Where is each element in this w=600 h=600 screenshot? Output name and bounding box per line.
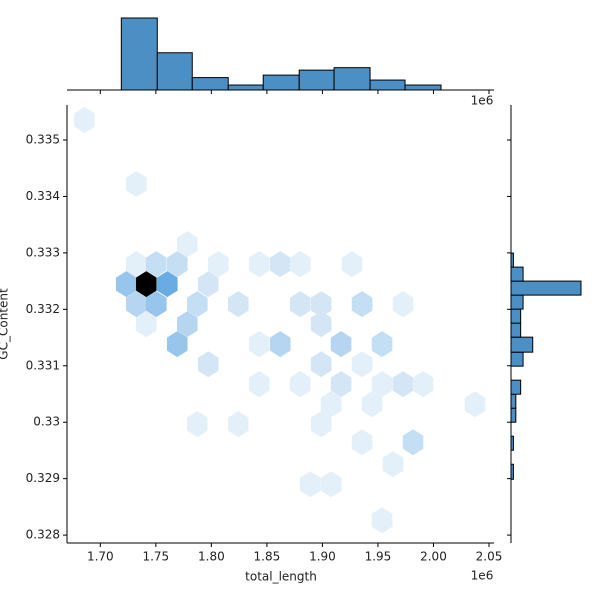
- hexbin: [186, 291, 208, 318]
- y-tick-label: 0.328: [26, 528, 60, 542]
- x-offset-label: 1e6: [471, 94, 494, 108]
- hexbin: [176, 311, 198, 338]
- hexbin: [197, 271, 219, 298]
- hexbin: [464, 391, 486, 418]
- x-tick-label: 2.00: [420, 550, 447, 564]
- hexbin: [186, 411, 208, 438]
- x-hist-bar: [262, 74, 300, 91]
- hexbin: [310, 411, 332, 438]
- x-tick-label: 1.70: [87, 550, 114, 564]
- hexbin: [299, 471, 321, 498]
- hexbin: [289, 371, 311, 398]
- hexbin: [248, 251, 270, 278]
- y-tick-label: 0.333: [26, 245, 60, 259]
- hexbin: [371, 331, 393, 358]
- y-tick-label: 0.332: [26, 302, 60, 316]
- y-hist-bar: [510, 379, 522, 395]
- hexbin: [176, 231, 198, 258]
- hexbin: [310, 291, 332, 318]
- y-hist-bar: [510, 393, 517, 409]
- hexbin: [402, 429, 424, 456]
- x-hist-bar: [333, 67, 371, 91]
- hexbin: [135, 271, 157, 298]
- y-tick-label: 0.335: [26, 132, 60, 146]
- hexbin: [330, 331, 352, 358]
- hexbin: [382, 451, 404, 478]
- hexbin: [361, 391, 383, 418]
- hexbin: [74, 106, 95, 133]
- x-offset-label: 1e6: [471, 569, 494, 583]
- x-hist-bar: [369, 79, 406, 91]
- y-tick-label: 0.33: [33, 415, 60, 429]
- hexbin: [166, 331, 188, 358]
- hexbin: [412, 371, 434, 398]
- y-tick-label: 0.334: [26, 189, 60, 203]
- hexbin: [125, 171, 147, 198]
- hexbin: [166, 251, 188, 278]
- hexbin: [341, 251, 363, 278]
- x-hist-bar: [404, 84, 442, 91]
- x-tick-label: 1.80: [198, 550, 225, 564]
- y-axis-label: GC_Content: [0, 288, 11, 360]
- hexbin: [310, 351, 332, 378]
- x-hist-bar: [227, 84, 264, 91]
- y-hist-bar: [510, 407, 517, 423]
- y-hist-bar: [510, 294, 524, 310]
- hexbin: [248, 371, 270, 398]
- y-hist-bar: [510, 351, 524, 367]
- x-tick-label: 1.90: [309, 550, 336, 564]
- hexbin: [320, 391, 342, 418]
- x-hist-bar: [120, 17, 158, 91]
- hexbin: [125, 291, 147, 318]
- x-hist-bar: [298, 69, 335, 91]
- hexbin: [330, 371, 352, 398]
- hexbin: [351, 351, 373, 378]
- hexbin: [135, 311, 157, 338]
- hexbin: [392, 291, 414, 318]
- y-hist-bar: [510, 336, 534, 353]
- hexbin: [116, 271, 137, 298]
- y-tick-label: 0.329: [26, 471, 60, 485]
- x-axis-label: total_length: [245, 570, 317, 584]
- hexbin: [156, 271, 178, 298]
- y-hist-bar: [510, 308, 522, 324]
- hexbin: [145, 251, 167, 278]
- hexbin: [145, 291, 167, 318]
- hexbin: [207, 251, 229, 278]
- hexbin: [269, 251, 291, 278]
- y-hist-bar: [510, 266, 524, 282]
- x-hist-bar: [156, 52, 193, 91]
- hexbin: [392, 371, 414, 398]
- hexbin: [227, 411, 249, 438]
- hexbin: [351, 291, 373, 318]
- x-tick-label: 1.85: [254, 550, 281, 564]
- hexbin: [351, 429, 373, 456]
- x-tick-label: 1.75: [142, 550, 169, 564]
- y-tick-label: 0.331: [26, 358, 60, 372]
- x-hist-bar: [191, 77, 229, 91]
- y-hist-bar: [510, 280, 582, 296]
- hexbin: [227, 291, 249, 318]
- hexbin: [289, 251, 311, 278]
- hexbin: [248, 331, 270, 358]
- x-tick-label: 1.95: [365, 550, 392, 564]
- hexbin: [289, 291, 311, 318]
- y-hist-bar: [510, 322, 522, 338]
- hexbin: [269, 331, 291, 358]
- hexbin: [310, 311, 332, 338]
- hexbin: [197, 351, 219, 378]
- hexbin: [371, 371, 393, 398]
- hexbin: [125, 251, 147, 278]
- x-tick-label: 2.05: [476, 550, 503, 564]
- hexbin: [371, 507, 393, 534]
- hexbin: [320, 471, 342, 498]
